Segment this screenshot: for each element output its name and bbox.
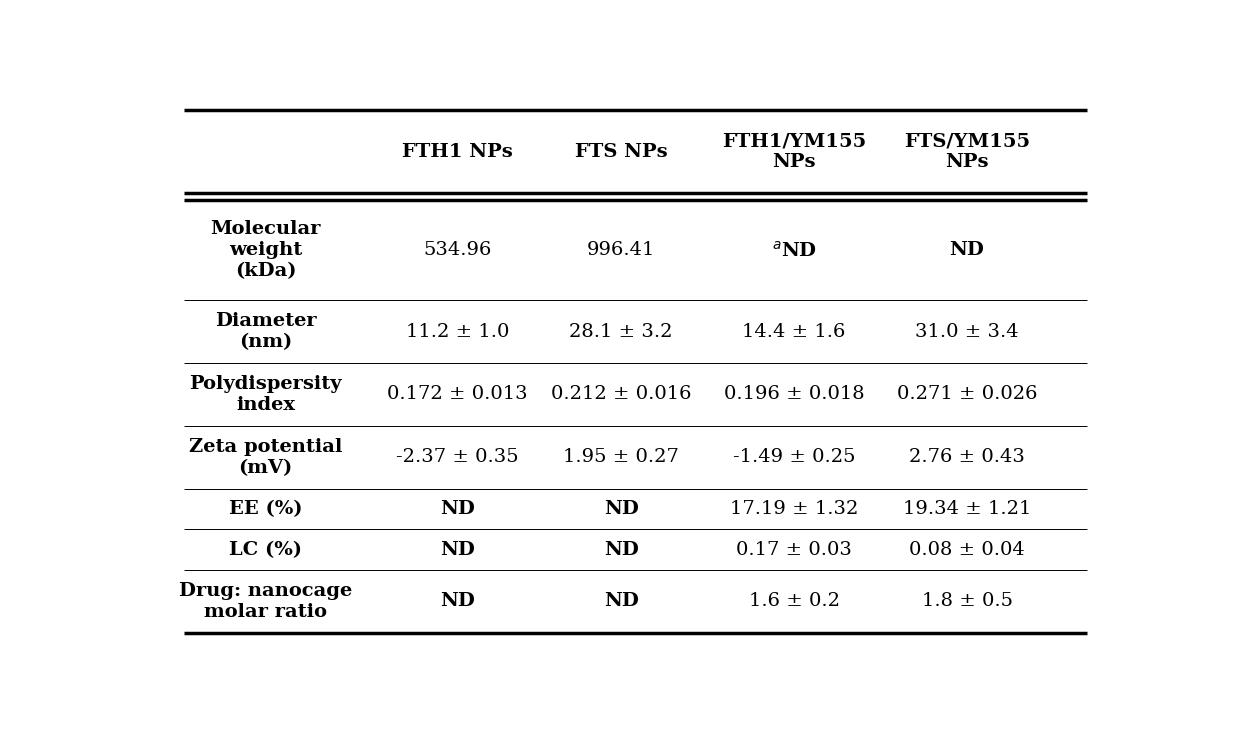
Text: 1.8 ± 0.5: 1.8 ± 0.5 (921, 593, 1013, 610)
Text: 0.172 ± 0.013: 0.172 ± 0.013 (387, 385, 528, 404)
Text: -1.49 ± 0.25: -1.49 ± 0.25 (733, 448, 856, 466)
Text: EE (%): EE (%) (228, 500, 303, 518)
Text: 0.17 ± 0.03: 0.17 ± 0.03 (737, 541, 852, 558)
Text: ND: ND (950, 241, 985, 259)
Text: FTH1 NPs: FTH1 NPs (402, 142, 513, 161)
Text: ND: ND (440, 541, 475, 558)
Text: FTS/YM155
NPs: FTS/YM155 NPs (904, 132, 1030, 171)
Text: ND: ND (604, 541, 639, 558)
Text: -2.37 ± 0.35: -2.37 ± 0.35 (397, 448, 520, 466)
Text: Diameter
(nm): Diameter (nm) (215, 312, 316, 351)
Text: 28.1 ± 3.2: 28.1 ± 3.2 (569, 323, 673, 341)
Text: 996.41: 996.41 (587, 241, 655, 259)
Text: 0.196 ± 0.018: 0.196 ± 0.018 (724, 385, 864, 404)
Text: 0.212 ± 0.016: 0.212 ± 0.016 (551, 385, 692, 404)
Text: Zeta potential
(mV): Zeta potential (mV) (188, 438, 342, 477)
Text: 14.4 ± 1.6: 14.4 ± 1.6 (743, 323, 846, 341)
Text: ND: ND (440, 593, 475, 610)
Text: FTH1/YM155
NPs: FTH1/YM155 NPs (722, 132, 867, 171)
Text: 1.6 ± 0.2: 1.6 ± 0.2 (749, 593, 839, 610)
Text: ND: ND (604, 593, 639, 610)
Text: ND: ND (440, 500, 475, 518)
Text: 19.34 ± 1.21: 19.34 ± 1.21 (903, 500, 1032, 518)
Text: LC (%): LC (%) (229, 541, 303, 558)
Text: Polydispersity
index: Polydispersity index (190, 375, 342, 414)
Text: 2.76 ± 0.43: 2.76 ± 0.43 (909, 448, 1025, 466)
Text: 1.95 ± 0.27: 1.95 ± 0.27 (563, 448, 680, 466)
Text: 0.271 ± 0.026: 0.271 ± 0.026 (897, 385, 1038, 404)
Text: 0.08 ± 0.04: 0.08 ± 0.04 (909, 541, 1025, 558)
Text: 534.96: 534.96 (424, 241, 492, 259)
Text: Molecular
weight
(kDa): Molecular weight (kDa) (211, 220, 321, 280)
Text: Drug: nanocage
molar ratio: Drug: nanocage molar ratio (179, 582, 352, 621)
Text: 17.19 ± 1.32: 17.19 ± 1.32 (730, 500, 858, 518)
Text: $^{a}$ND: $^{a}$ND (771, 240, 817, 260)
Text: ND: ND (604, 500, 639, 518)
Text: 31.0 ± 3.4: 31.0 ± 3.4 (915, 323, 1019, 341)
Text: 11.2 ± 1.0: 11.2 ± 1.0 (405, 323, 510, 341)
Text: FTS NPs: FTS NPs (575, 142, 667, 161)
